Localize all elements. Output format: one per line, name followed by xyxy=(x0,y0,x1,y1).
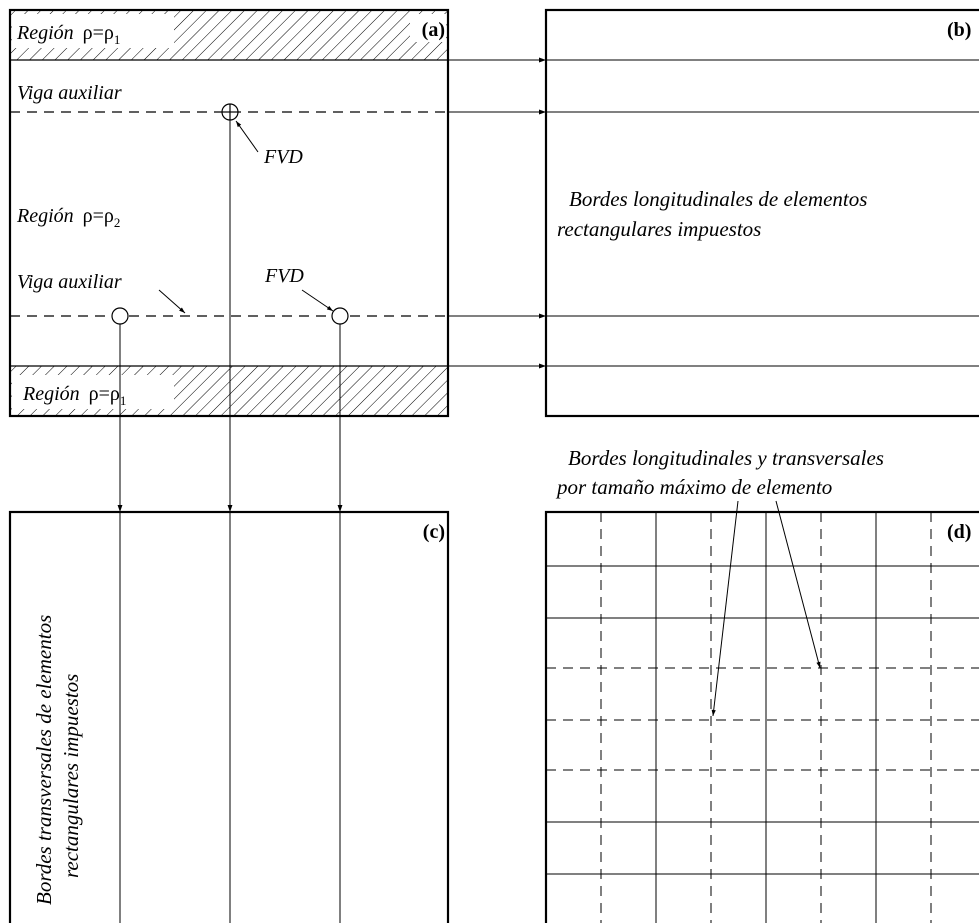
panel-b-frame xyxy=(544,8,979,418)
caption-leader-right xyxy=(775,500,821,669)
region-middle-label: Región ρ=ρ2 xyxy=(16,205,120,230)
fvd-point-left xyxy=(111,307,129,325)
panel-d-label: (d) xyxy=(947,521,971,543)
panel-d-caption-line1: Bordes longitudinales y transversales xyxy=(568,446,884,470)
region-bottom-label: Región ρ=ρ1 xyxy=(22,383,126,408)
panel-a-frame xyxy=(8,8,450,418)
panel-c-description-line1: Bordes transversales de elementos xyxy=(32,615,56,905)
panel-a-label: (a) xyxy=(422,19,445,41)
region-top-label: Región ρ=ρ1 xyxy=(16,22,120,47)
panel-d-caption-line2: por tamaño máximo de elemento xyxy=(555,475,832,499)
caption-leader-left xyxy=(711,500,739,717)
panel-b-description-line1: Bordes longitudinales de elementos xyxy=(569,187,867,211)
fvd-point-top xyxy=(221,103,239,121)
fvd-bottom-label: FVD xyxy=(264,265,304,287)
panel-b-label: (b) xyxy=(947,19,971,41)
projection-lines-vertical xyxy=(117,120,343,512)
panel-c: (c) Bordes transversales de elementos re… xyxy=(8,510,450,923)
panel-d-frame xyxy=(544,510,979,923)
panel-c-frame xyxy=(8,510,450,923)
projection-lines-horizontal xyxy=(448,57,546,369)
panel-d: Bordes longitudinales y transversales po… xyxy=(544,446,979,923)
auxiliary-beam-bottom-label: Viga auxiliar xyxy=(17,271,122,293)
panel-d-grid xyxy=(546,512,979,923)
fvd-point-right xyxy=(331,307,349,325)
panel-c-description-line2: rectangulares impuestos xyxy=(59,674,83,878)
panel-a: (a) Región ρ=ρ1 Viga auxiliar FVD Región… xyxy=(8,8,450,418)
panel-b-description-line2: rectangulares impuestos xyxy=(557,217,761,241)
panel-b: (b) Bordes longitudinales de elementos r… xyxy=(544,8,979,418)
fvd-top-label: FVD xyxy=(263,146,303,168)
panel-c-label: (c) xyxy=(423,521,445,543)
auxiliary-beam-top-label: Viga auxiliar xyxy=(17,82,122,104)
